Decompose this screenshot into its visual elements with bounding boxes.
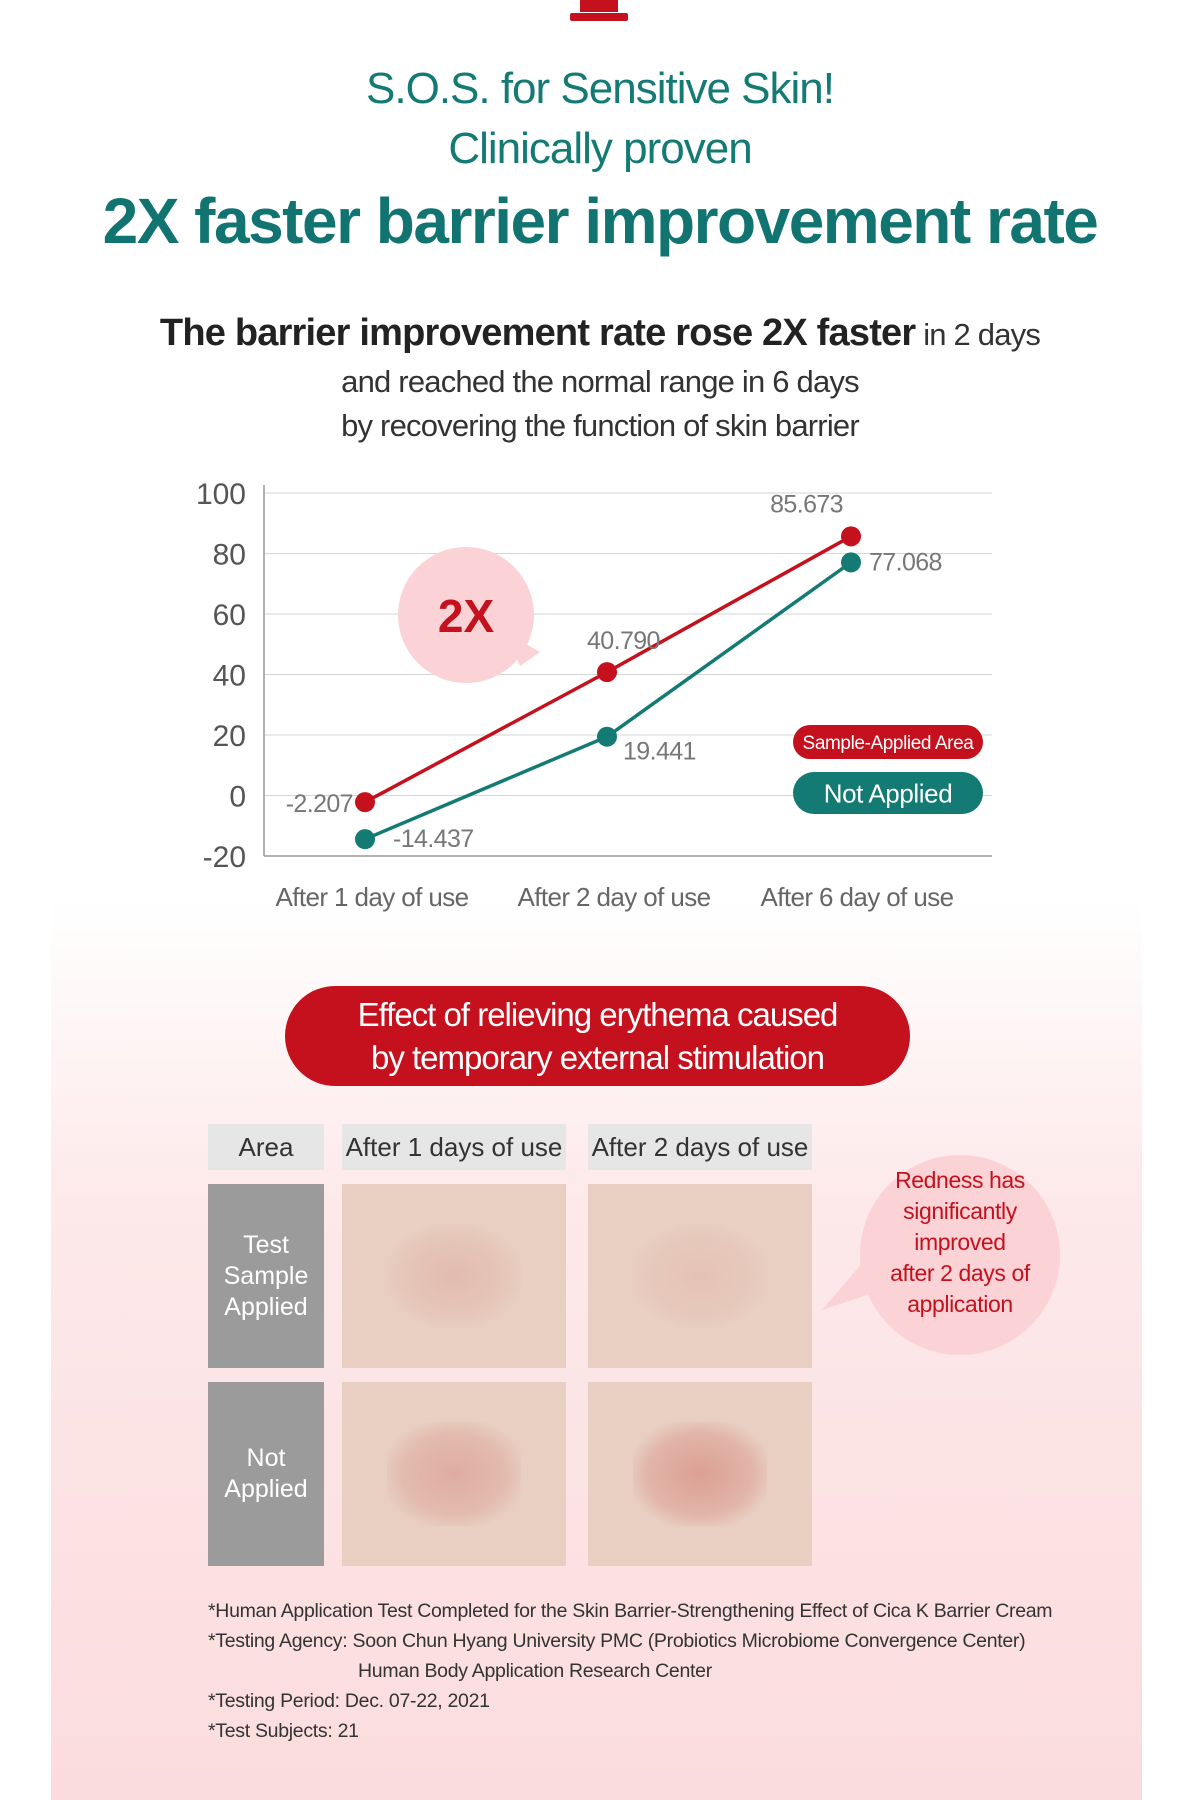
footnote-2: *Testing Agency: Soon Chun Hyang Univers… [208, 1630, 1026, 1652]
row-label-line: Applied [224, 1292, 308, 1321]
headline-main: 2X faster barrier improvement rate [102, 185, 1099, 257]
callout-bubble [860, 1155, 1060, 1355]
table-header-area: Area [208, 1124, 324, 1170]
data-label: 19.441 [623, 738, 696, 766]
data-point [841, 552, 861, 573]
callout-line: after 2 days of [890, 1260, 1030, 1286]
callout-line: Redness has [895, 1167, 1025, 1193]
footnotes: *Human Application Test Completed for th… [208, 1596, 1053, 1746]
x-tick-label: After 2 day of use [518, 882, 711, 912]
footnote-4: *Test Subjects: 21 [208, 1720, 359, 1742]
skin-photo-test-day1 [342, 1184, 566, 1368]
skin-photo-control-day2 [588, 1382, 812, 1566]
product-cap-icon [570, 0, 628, 21]
data-point [597, 662, 617, 683]
callout-line: improved [914, 1229, 1006, 1255]
legend-label: Not Applied [824, 778, 953, 808]
data-label: -14.437 [393, 825, 474, 853]
erythema-line-2: by temporary external stimulation [370, 1039, 825, 1076]
row-label-line: Not [246, 1444, 286, 1472]
y-tick-label: -20 [203, 841, 246, 874]
data-label: -2.207 [286, 790, 353, 818]
table-header-day2: After 2 days of use [588, 1124, 812, 1170]
callout-text: Redness has significantly improved after… [860, 1165, 1060, 1320]
table-header-day1: After 1 days of use [342, 1124, 566, 1170]
headline-line-1: S.O.S. for Sensitive Skin! [366, 64, 835, 113]
data-point [597, 726, 617, 747]
erythema-banner: Effect of relieving erythema caused by t… [285, 986, 910, 1086]
y-tick-label: 100 [196, 478, 246, 511]
callout-line: significantly [903, 1198, 1017, 1224]
annotation-bubble [398, 547, 534, 683]
y-tick-label: 80 [213, 539, 246, 572]
barrier-line-chart: 100 80 60 40 20 0 -20 After 1 day of use After 2… [196, 478, 992, 912]
subtitle-bold: The barrier improvement rate rose 2X fas… [159, 312, 916, 354]
footnote-2b: Human Body Application Research Center [358, 1660, 712, 1682]
row-label-line: Sample [223, 1261, 309, 1290]
data-label: 77.068 [869, 548, 942, 576]
erythema-line-1: Effect of relieving erythema caused [357, 996, 839, 1033]
footnote-1: *Human Application Test Completed for th… [208, 1600, 1053, 1622]
headline-line-2: Clinically proven [448, 124, 752, 173]
y-tick-label: 60 [213, 599, 246, 632]
subtitle-rest: in 2 days [915, 317, 1041, 352]
skin-photo-control-day1 [342, 1382, 566, 1566]
subtitle-line-1: The barrier improvement rate rose 2X fas… [0, 312, 1200, 355]
subtitle-line-3: by recovering the function of skin barri… [341, 408, 860, 443]
legend-label: Sample-Applied Area [803, 733, 975, 754]
callout-line: application [907, 1291, 1013, 1317]
y-tick-label: 20 [213, 720, 246, 753]
x-tick-label: After 1 day of use [276, 882, 469, 912]
row-label-not-applied: Not Applied [208, 1382, 324, 1566]
y-tick-label: 0 [229, 781, 246, 814]
data-point [355, 792, 375, 813]
legend-pill-sample-applied [793, 725, 983, 759]
x-tick-label: After 6 day of use [761, 882, 954, 912]
row-label-line: Applied [224, 1475, 308, 1503]
data-point [841, 526, 861, 547]
legend-pill-not-applied [793, 772, 983, 814]
data-label: 40.790 [587, 627, 660, 655]
footnote-3: *Testing Period: Dec. 07-22, 2021 [208, 1690, 490, 1712]
y-tick-label: 40 [213, 660, 246, 693]
data-point [355, 829, 375, 850]
data-label: 85.673 [770, 490, 843, 518]
row-label-line: Test [243, 1230, 289, 1259]
row-label-test-sample: Test Sample Applied [208, 1184, 324, 1368]
skin-photo-test-day2 [588, 1184, 812, 1368]
annotation-2x: 2X [438, 590, 495, 642]
subtitle-line-2: and reached the normal range in 6 days [341, 364, 859, 399]
